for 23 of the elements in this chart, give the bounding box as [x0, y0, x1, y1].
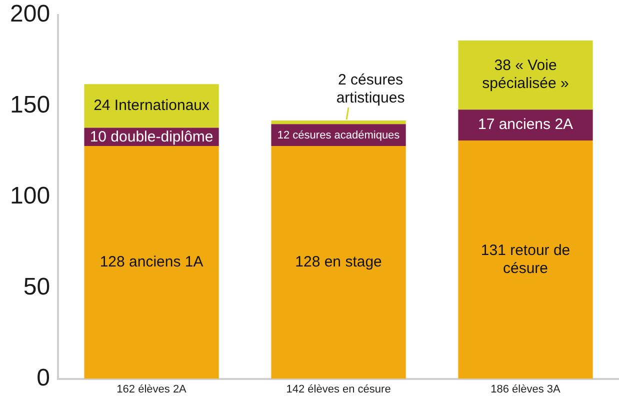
bar [458, 40, 593, 110]
y-tick-label: 200 [10, 0, 50, 28]
bar [458, 110, 593, 141]
bar [84, 146, 219, 379]
bar [84, 84, 219, 128]
data-label: 38 « Voie spécialisée » [482, 57, 569, 92]
data-label: 24 Internationaux [94, 97, 210, 114]
data-label: 128 anciens 1A [100, 254, 204, 271]
data-label: 2 césures artistiques [336, 72, 405, 106]
x-tick-label: 186 élèves 3A [490, 383, 562, 396]
y-tick-label: 150 [10, 92, 50, 119]
bar [458, 140, 593, 379]
bar [271, 146, 406, 379]
y-tick-label: 50 [23, 273, 50, 300]
data-label: 10 double-diplôme [90, 128, 214, 146]
data-label: 17 anciens 2A [478, 116, 574, 134]
x-tick-label: 142 élèves en césure [286, 383, 391, 396]
data-label: 131 retour de césure [480, 242, 570, 277]
data-label: 12 césures académiques [277, 130, 400, 142]
x-tick-label: 162 élèves 2A [116, 383, 188, 396]
data-label: 128 en stage [295, 254, 382, 271]
y-tick-label: 100 [10, 182, 50, 210]
y-tick-label: 0 [36, 364, 50, 392]
